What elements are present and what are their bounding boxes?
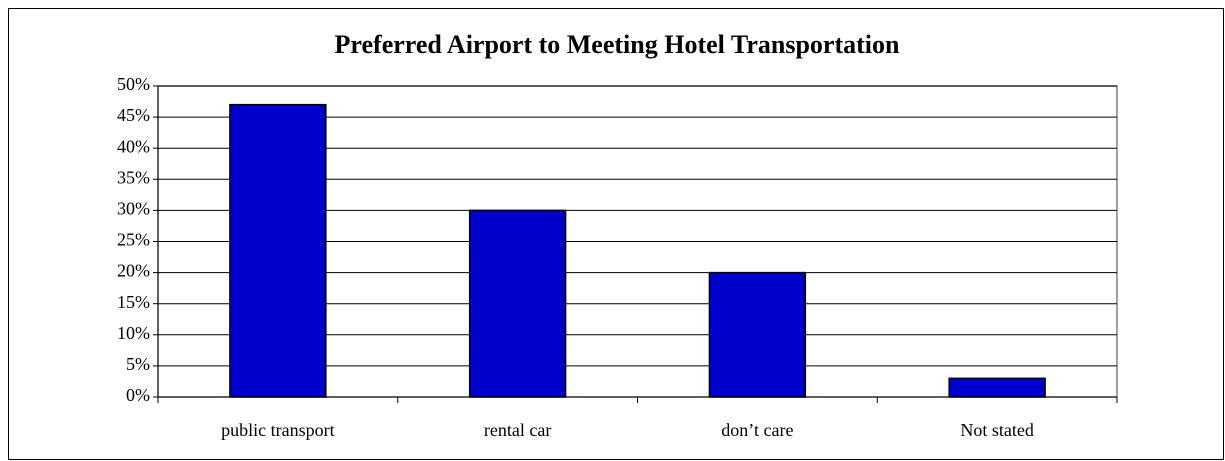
y-tick-label: 25% xyxy=(117,230,150,250)
y-tick-label: 50% xyxy=(117,74,150,94)
x-tick-label: don’t care xyxy=(721,420,793,440)
y-tick-label: 30% xyxy=(117,199,150,219)
y-tick-label: 20% xyxy=(117,261,150,281)
y-tick-label: 15% xyxy=(117,292,150,312)
y-tick-label: 10% xyxy=(117,323,150,343)
x-tick-label: public transport xyxy=(221,420,334,440)
x-tick-label: Not stated xyxy=(960,420,1034,440)
y-tick-label: 35% xyxy=(117,167,150,187)
bar xyxy=(468,209,567,398)
y-tick-label: 5% xyxy=(126,354,150,374)
chart-title: Preferred Airport to Meeting Hotel Trans… xyxy=(335,30,900,59)
y-tick-label: 40% xyxy=(117,136,150,156)
bar xyxy=(948,377,1046,398)
y-tick-label: 45% xyxy=(117,105,150,125)
x-tick-label: rental car xyxy=(484,420,551,440)
bar xyxy=(708,271,807,398)
y-tick-label: 0% xyxy=(126,385,150,405)
bar xyxy=(229,103,327,398)
